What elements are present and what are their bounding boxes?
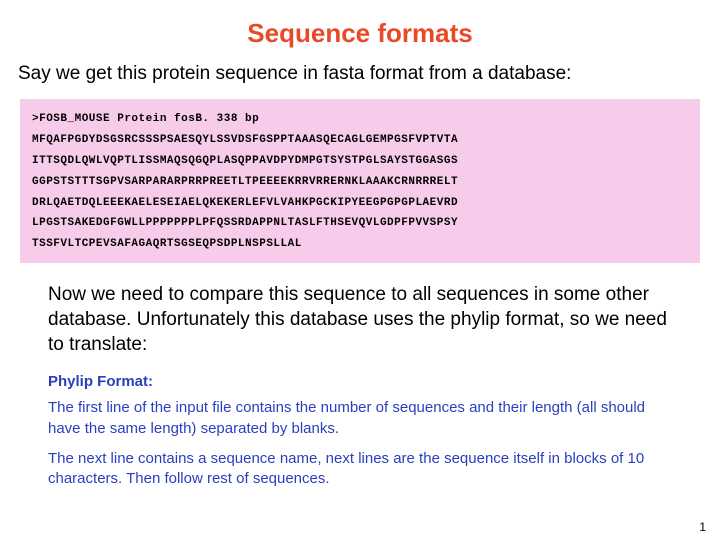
phylip-p1: The first line of the input file contain… bbox=[0, 398, 720, 449]
seq-line: MFQAFPGDYDSGSRCSSSPSAESQYLSSVDSFGSPPTAAA… bbox=[32, 130, 688, 151]
intro-text: Say we get this protein sequence in fast… bbox=[0, 63, 720, 95]
page-number: 1 bbox=[699, 520, 706, 534]
seq-line: LPGSTSAKEDGFGWLLPPPPPPPLPFQSSRDAPPNLTASL… bbox=[32, 213, 688, 234]
seq-line: GGPSTSTTTSGPVSARPARARPRRPREETLTPEEEEKRRV… bbox=[32, 172, 688, 193]
seq-line: DRLQAETDQLEEEKAELESEIAELQKEKERLEFVLVAHKP… bbox=[32, 193, 688, 214]
sequence-box: >FOSB_MOUSE Protein fosB. 338 bp MFQAFPG… bbox=[20, 99, 700, 263]
seq-line: TSSFVLTCPEVSAFAGAQRTSGSEQPSDPLNSPSLLAL bbox=[32, 234, 688, 255]
seq-header: >FOSB_MOUSE Protein fosB. 338 bp bbox=[32, 109, 688, 130]
seq-line: ITTSQDLQWLVQPTLISSMAQSQGQPLASQPPAVDPYDMP… bbox=[32, 151, 688, 172]
explain-text: Now we need to compare this sequence to … bbox=[0, 275, 720, 369]
phylip-heading: Phylip Format: bbox=[0, 369, 720, 398]
slide-title: Sequence formats bbox=[0, 0, 720, 63]
phylip-p2: The next line contains a sequence name, … bbox=[0, 449, 720, 500]
